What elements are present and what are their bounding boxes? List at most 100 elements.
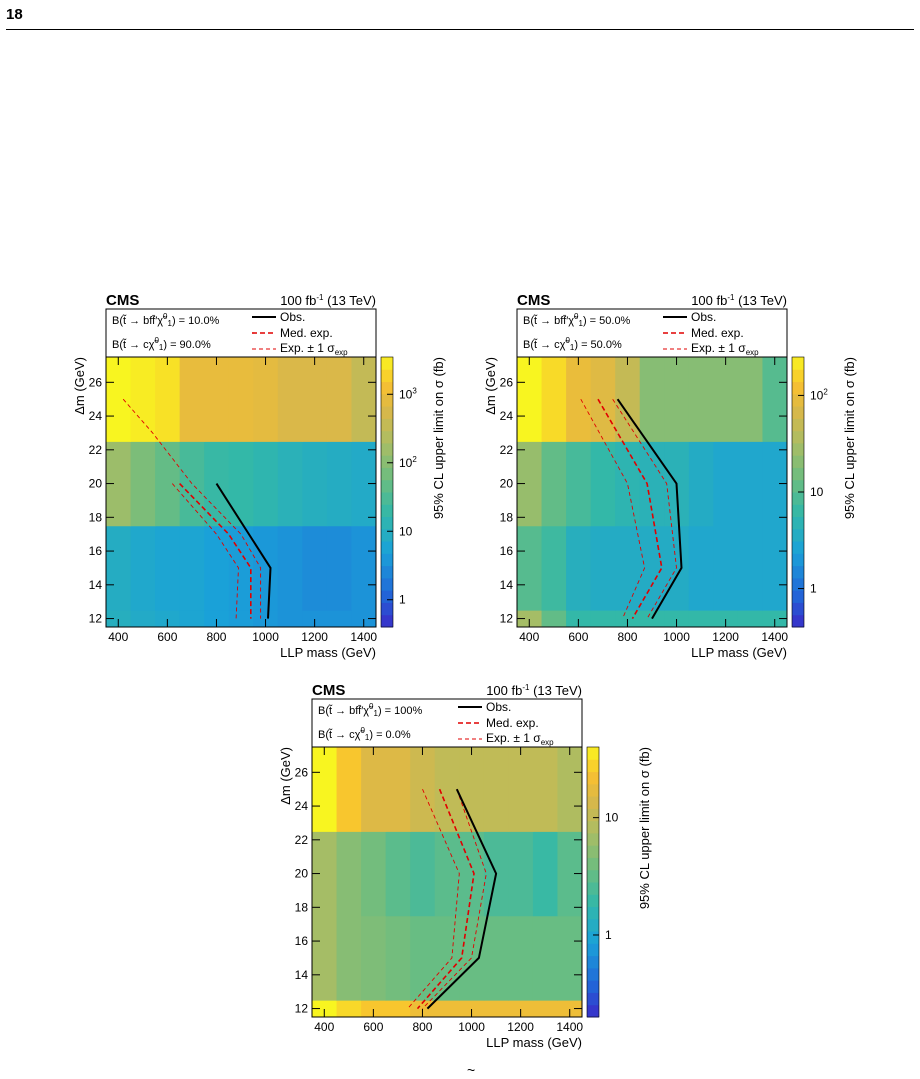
heatmap-cell xyxy=(517,357,543,442)
text-part: -1 xyxy=(522,683,530,692)
text-part: 1 xyxy=(168,319,173,328)
heatmap-cell xyxy=(106,610,132,628)
y-tick-label: 16 xyxy=(89,544,103,558)
heatmap-cell xyxy=(302,610,328,628)
text-part: 18 xyxy=(89,510,103,524)
luminosity-label: 100 fb-1 (13 TeV) xyxy=(691,293,787,308)
heatmap-cell xyxy=(351,525,377,611)
colorbar-segment xyxy=(792,406,804,419)
colorbar-segment xyxy=(381,528,393,542)
text-part: 1 xyxy=(810,582,817,596)
text-part: LLP mass (GeV) xyxy=(280,645,376,660)
y-tick-label: 14 xyxy=(295,968,309,982)
x-tick-label: 400 xyxy=(314,1020,334,1034)
text-part: 26 xyxy=(500,375,514,389)
colorbar-segment xyxy=(587,931,599,944)
heatmap-cell xyxy=(713,357,739,442)
panel-1: CMS 100 fb-1 (13 TeV)B(t̃ → bff̄′χ̃01) = … xyxy=(72,292,446,660)
heatmap-cell xyxy=(737,441,763,527)
heatmap-cell xyxy=(434,831,460,917)
colorbar-segment xyxy=(381,455,393,468)
heatmap-cell xyxy=(557,747,583,832)
colorbar-segment xyxy=(792,602,804,616)
heatmap-cell xyxy=(737,357,763,442)
heatmap-cell xyxy=(762,357,788,442)
colorbar-segment xyxy=(792,577,804,591)
y-tick-label: 12 xyxy=(500,612,514,626)
text-part: 26 xyxy=(295,765,309,779)
panel-2: CMS 100 fb-1 (13 TeV)B(t̃ → bff̄′χ̃01) = … xyxy=(483,292,857,660)
text-part: 18 xyxy=(295,900,309,914)
colorbar-segment xyxy=(587,869,599,883)
x-tick-label: 400 xyxy=(519,630,539,644)
y-tick-label: 22 xyxy=(295,833,309,847)
colorbar-segment xyxy=(381,442,393,456)
colorbar-frame xyxy=(586,746,600,1018)
colorbar-segment xyxy=(381,602,393,616)
exp-plus-contour xyxy=(612,398,677,619)
legend-obs-label: Obs. xyxy=(486,700,511,714)
colorbar-segment xyxy=(381,590,393,603)
heatmap-cell xyxy=(532,747,558,832)
text-part: 2 xyxy=(412,455,417,464)
text-part: 10 xyxy=(810,388,824,402)
colorbar-segment xyxy=(587,832,599,846)
heatmap-cell xyxy=(312,915,338,1001)
text-part: 16 xyxy=(295,934,309,948)
cms-label: CMS xyxy=(517,292,550,309)
heatmap-cell xyxy=(361,747,387,832)
heatmap-cell xyxy=(351,610,377,628)
caption-fragment: ~ xyxy=(467,1062,476,1078)
text-part: 10 xyxy=(399,387,413,401)
heatmap-cell xyxy=(326,525,352,611)
colorbar-segment xyxy=(587,845,599,858)
heatmap-cell xyxy=(179,441,205,527)
colorbar-segment xyxy=(381,492,393,505)
heatmap-cell xyxy=(688,525,714,611)
text-part: 3 xyxy=(412,386,417,395)
luminosity-label: 100 fb-1 (13 TeV) xyxy=(486,683,582,698)
colorbar-segment xyxy=(587,992,599,1006)
text-part: CMS xyxy=(312,682,345,699)
plot-frame xyxy=(105,356,377,628)
heatmap-cell xyxy=(106,357,132,442)
heatmap-cell xyxy=(326,441,352,527)
heatmap-cell xyxy=(385,1000,411,1018)
heatmap-cell xyxy=(688,441,714,527)
heatmap-cell xyxy=(179,357,205,442)
heatmap-cell xyxy=(434,1000,460,1018)
heatmap-cell xyxy=(130,610,156,628)
heatmap-cell xyxy=(410,1000,436,1018)
heatmap-cell xyxy=(688,357,714,442)
text-part: B(t̃ → cχ̃ xyxy=(112,338,158,351)
x-tick-label: 1200 xyxy=(712,630,739,644)
text-part: 1 xyxy=(159,343,164,352)
exp-minus-contour xyxy=(580,398,646,619)
colorbar-segment xyxy=(792,357,804,370)
colorbar-tick-label: 102 xyxy=(810,387,828,402)
heatmap-cell xyxy=(459,747,485,832)
text-part: 1200 xyxy=(301,630,328,644)
text-part: 400 xyxy=(108,630,128,644)
text-part: 1000 xyxy=(458,1020,485,1034)
colorbar-segment xyxy=(792,467,804,481)
colorbar-segment xyxy=(381,504,393,518)
x-tick-label: 1000 xyxy=(458,1020,485,1034)
heatmap-cell xyxy=(336,831,362,917)
x-axis-label: LLP mass (GeV) xyxy=(691,645,787,660)
y-axis-label: Δm (GeV) xyxy=(72,357,87,415)
text-part: 26 xyxy=(89,375,103,389)
heatmap-cell xyxy=(615,357,641,442)
heatmap-cell xyxy=(204,357,230,442)
text-part: B(t̃ → bff̄′χ̃ xyxy=(523,314,578,327)
plot-frame xyxy=(516,356,788,628)
colorbar-segment xyxy=(587,820,599,834)
heatmap-cell xyxy=(312,1000,338,1018)
colorbar-tick-label: 1 xyxy=(399,593,406,607)
heatmap-cell xyxy=(541,610,567,628)
text-part: 100 fb xyxy=(280,293,316,308)
y-tick-label: 18 xyxy=(89,510,103,524)
y-tick-label: 22 xyxy=(89,443,103,457)
heatmap-cell xyxy=(483,915,509,1001)
text-part: 1 xyxy=(570,343,575,352)
